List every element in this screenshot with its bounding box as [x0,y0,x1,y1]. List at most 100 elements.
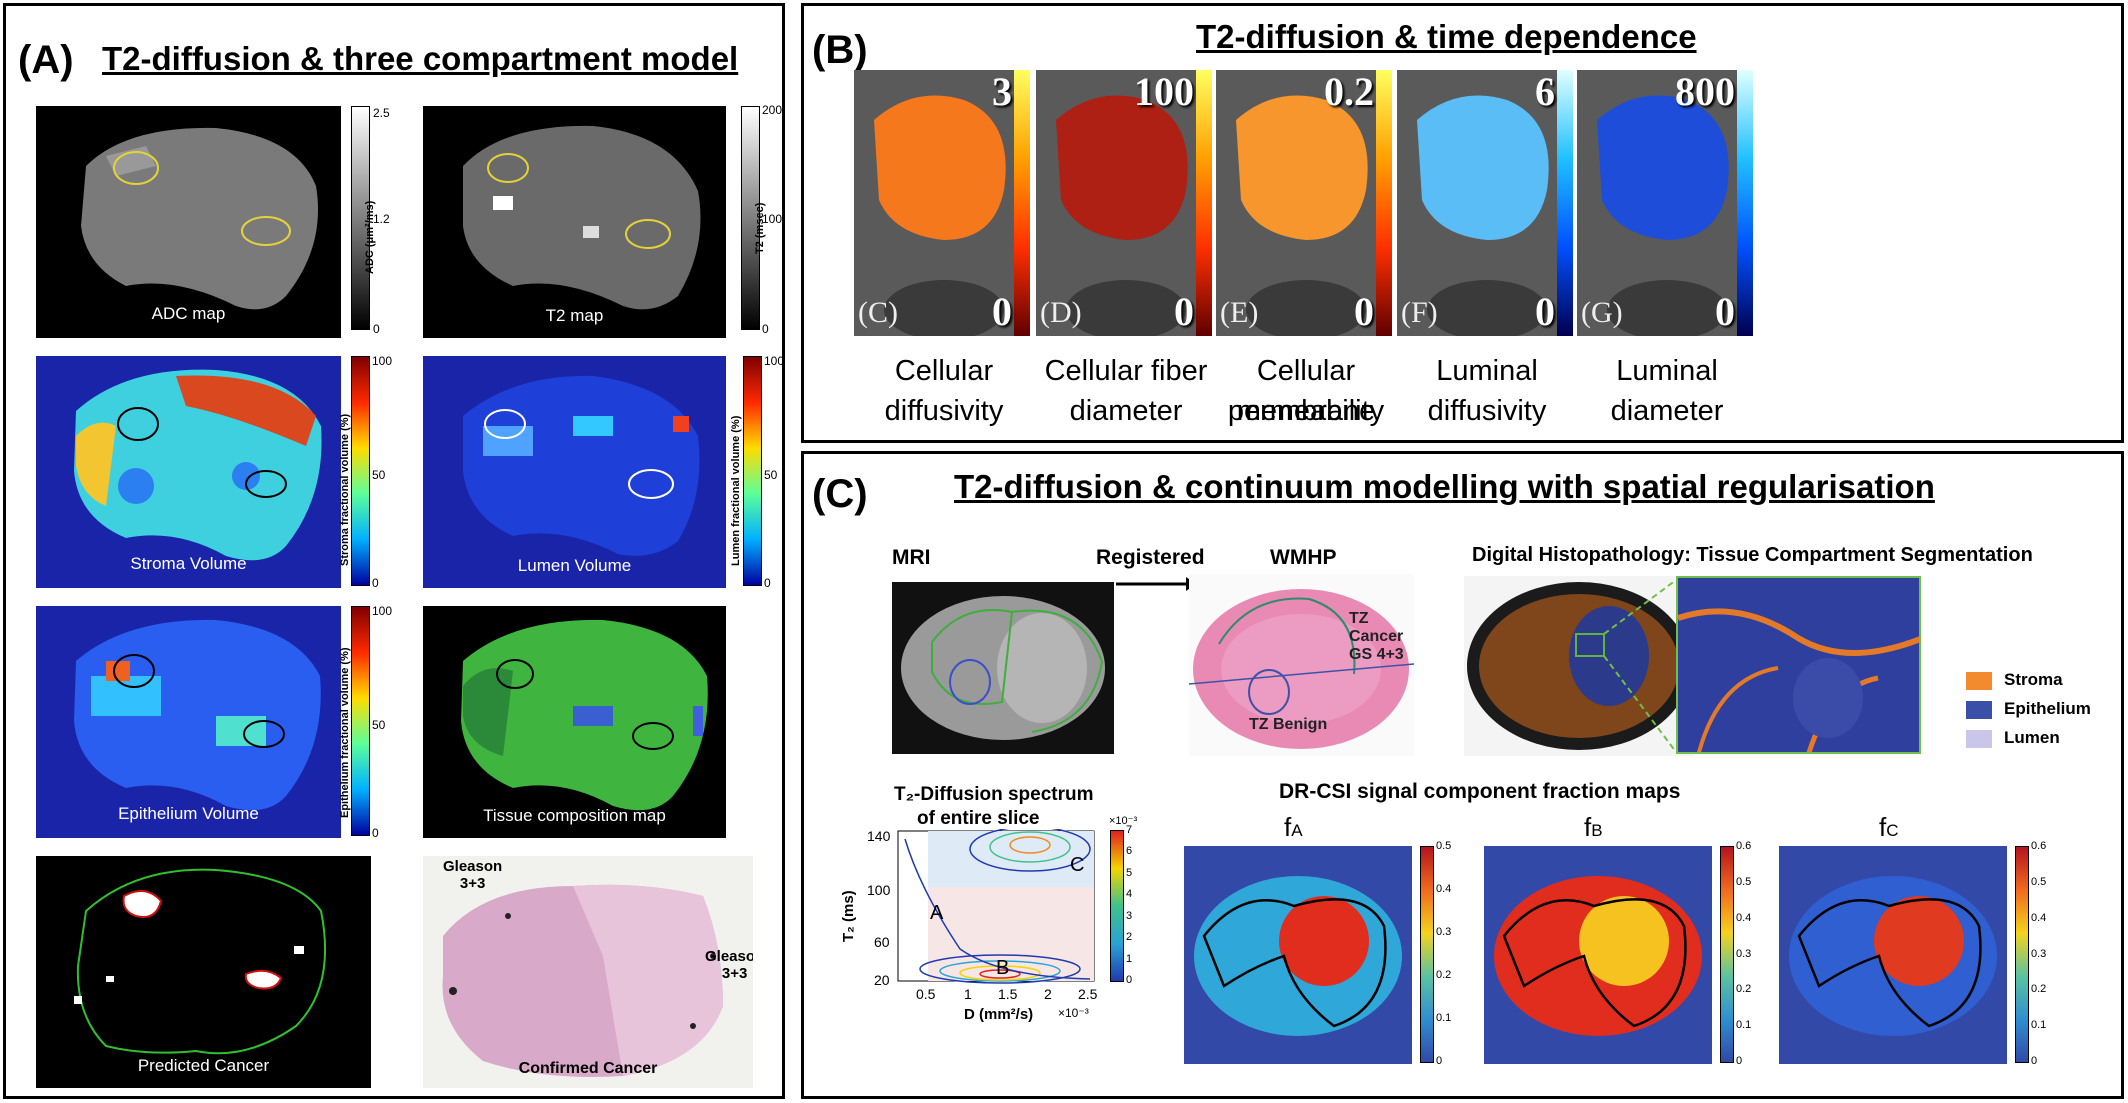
fraction-map-colorbar-tick: 0.3 [2031,947,2047,960]
confirmed-histology-shape [442,884,723,1077]
membrane-permeability-caption-line1: Cellular membrane [1236,355,1376,427]
cellular-diffusivity-caption-line1: Cellular [894,355,994,387]
adc-map-caption: ADC map [151,304,226,323]
mri-image [892,582,1114,754]
fraction-map-colorbar-tick: 0.1 [1436,1012,1452,1024]
adc-prostate-shape [81,127,318,310]
stroma-volume-caption: Stroma Volume [130,554,247,573]
luminal-diffusivity-min-value: 0 [1535,289,1555,334]
t2-map-image: T2 map [423,106,726,338]
luminal-diffusivity-panel-letter: (F) [1401,296,1438,329]
luminal-diameter-panel-letter: (G) [1581,296,1623,329]
cellular-fiber-diameter-min-value: 0 [1174,289,1194,334]
lumen-colorbar [743,356,762,586]
fraction-map-colorbar-tick: 0.2 [1736,983,1752,996]
spectrum-title-line2: of entire slice [917,808,1040,829]
t2-tick-max: 200 [762,103,783,117]
spectrum-cb-tick: 7 [1126,824,1133,836]
histology-segmentation-image [1464,576,1694,756]
t2-prostate-shape [463,125,701,310]
luminal-diffusivity-max-value: 6 [1535,69,1555,114]
fraction-map-colorbar-tick: 0.5 [2031,875,2047,888]
cellular-fiber-diameter-panel-letter: (D) [1040,296,1082,329]
membrane-permeability-max-value: 0.2 [1324,69,1374,114]
fraction-map-b-title: fB [1584,812,1603,843]
fraction-map-colorbar-tick: 0 [2031,1055,2038,1067]
cellular-diffusivity-caption-line2: diffusivity [884,395,1004,427]
predicted-cancer-shape [74,868,327,1055]
adc-map-image: ADC map [36,106,341,338]
cellular-fiber-diameter-map [1036,70,1196,336]
t2-unit-label: T2 (msec) [754,202,766,254]
histopathology-header: Digital Histopathology: Tissue Compartme… [1472,544,2033,566]
fraction-map-colorbar-tick: 0 [1736,1055,1743,1067]
epithelium-tick-mid: 50 [372,718,386,732]
adc-unit-label: ADC (μm²/ms) [364,200,376,274]
fraction-map-overlay [1789,876,1997,1036]
fraction-map-overlay [1194,876,1402,1036]
legend-stroma-swatch [1966,672,1992,690]
membrane-permeability-caption-line2: permeability [1227,395,1385,427]
fraction-map-c-title: fC [1879,812,1899,843]
spectrum-ytick-60: 60 [874,934,890,950]
fraction-symbol: f [1584,812,1592,842]
cellular-diffusivity-panel-letter: (C) [858,296,898,329]
luminal-diameter-min-value: 0 [1715,289,1735,334]
epithelium-tick-max: 100 [372,604,393,618]
fraction-map-colorbar-tick: 0.6 [2031,840,2047,852]
panel-b: (B) T2-diffusion & time dependence 3 0 (C)… [801,3,2124,443]
spectrum-xtick-2: 2 [1044,986,1052,1002]
stroma-tick-max: 100 [372,354,393,368]
wmhp-tz-cancer-label: TZ Cancer GS 4+3 [1349,610,1404,663]
spectrum-cb-tick: 0 [1126,974,1133,986]
luminal-diameter-overlay [1577,70,1737,336]
membrane-permeability-min-value: 0 [1354,289,1374,334]
lumen-tick-min: 0 [764,576,771,590]
luminal-diameter-colorbar [1737,70,1753,336]
fraction-map-colorbar-tick: 0.4 [1436,883,1452,895]
mri-prostate-shape [901,596,1105,740]
adc-tick-min: 0 [373,322,380,336]
luminal-diameter-max-value: 800 [1675,69,1735,114]
lumen-volume-caption: Lumen Volume [517,556,632,575]
fraction-map-colorbar-tick: 0.3 [1436,926,1452,938]
spectrum-plot [897,829,1095,984]
luminal-diffusivity-caption-line2: diffusivity [1427,395,1547,427]
panel-b-label: (B) [812,28,868,72]
t2-colorbar [741,106,760,330]
fraction-map-colorbar-tick: 0.5 [1436,840,1452,852]
spectrum-ytick-100: 100 [867,882,891,898]
stroma-tick-mid: 50 [372,468,386,482]
epithelium-volume-caption: Epithelium Volume [118,804,259,823]
legend-lumen-label: Lumen [2004,728,2060,747]
histology-zoom-image [1676,576,1921,754]
cellular-diffusivity-colorbar [1014,70,1030,336]
fraction-map-a-image [1184,846,1412,1064]
fraction-symbol: f [1879,812,1887,842]
stroma-colorbar [351,356,370,586]
wmhp-tz-benign-label: TZ Benign [1249,716,1328,733]
fraction-map-a-colorbar [1420,846,1434,1063]
tissue-composition-caption: Tissue composition map [483,806,666,825]
panel-a-title: T2-diffusion & three compartment model [102,40,739,77]
fraction-map-c-image [1779,846,2007,1064]
fraction-maps-title: DR-CSI signal component fraction maps [1279,780,1681,803]
composition-map-shape [461,619,708,811]
gleason-right-label: Gleason 3+3 [705,948,753,982]
membrane-permeability-panel-letter: (E) [1220,296,1259,329]
spectrum-ytick-140: 140 [867,828,891,844]
panel-b-title: T2-diffusion & time dependence [1196,18,1697,55]
fraction-map-colorbar-tick: 0.4 [2031,911,2047,924]
luminal-diameter-map [1577,70,1737,336]
epithelium-colorbar [351,606,370,836]
histology-zoom-shape [1678,608,1919,752]
luminal-diameter-caption-line2: diameter [1610,395,1724,427]
t2-tick-min: 0 [762,322,769,336]
fraction-map-colorbar-tick: 0.5 [1736,875,1752,888]
panel-c-title: T2-diffusion & continuum modelling with … [954,468,1935,505]
spectrum-x-exponent: ×10⁻³ [1058,1006,1089,1020]
luminal-diffusivity-map [1397,70,1557,336]
adc-colorbar [351,106,370,330]
predicted-cancer-caption: Predicted Cancer [137,1056,270,1075]
fraction-map-colorbar-tick: 0.1 [1736,1019,1752,1032]
